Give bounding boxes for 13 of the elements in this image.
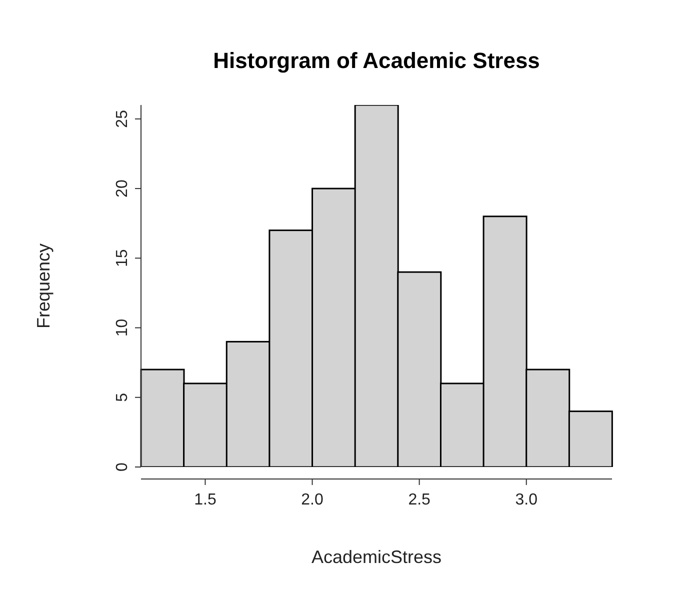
y-axis-title: Frequency xyxy=(33,243,54,329)
x-tick-label: 1.5 xyxy=(194,491,216,508)
x-tick-label: 3.0 xyxy=(515,491,538,508)
y-tick-label: 5 xyxy=(114,392,131,402)
y-tick-label: 10 xyxy=(114,318,131,337)
chart-title: Historgram of Academic Stress xyxy=(212,47,541,74)
y-tick-label: 20 xyxy=(114,180,131,198)
x-axis-title: AcademicStress xyxy=(311,547,442,567)
y-tick-label: 0 xyxy=(114,462,131,472)
x-tick-label: 2.5 xyxy=(408,491,431,508)
y-tick-label: 15 xyxy=(114,249,131,268)
x-tick-label: 2.0 xyxy=(301,491,324,508)
y-tick-label: 25 xyxy=(114,110,131,128)
